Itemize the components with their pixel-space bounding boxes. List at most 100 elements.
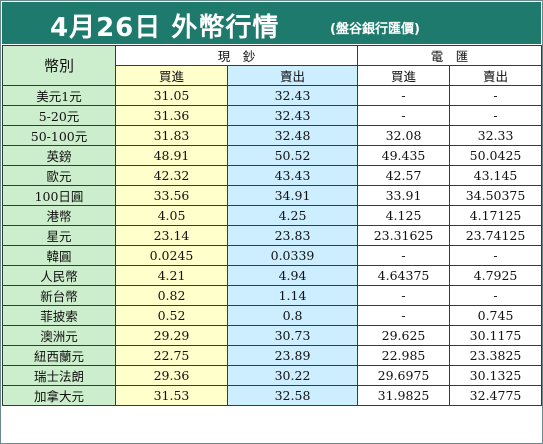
- cash-buy-value: 23.14: [115, 225, 228, 246]
- wire-sell-value: 4.17125: [449, 205, 543, 226]
- page-subtitle: (盤谷銀行匯價): [330, 22, 420, 37]
- cash-sell-value: 34.91: [226, 185, 359, 206]
- cash-sell-value: 30.73: [226, 325, 359, 346]
- cash-sell-value: 1.14: [226, 285, 359, 306]
- wire-sell-value: -: [449, 105, 543, 126]
- wire-sell-value: 34.50375: [449, 185, 543, 206]
- currency-name: 瑞士法朗: [2, 365, 116, 386]
- table-row: 美元1元 31.05 32.43 - -: [2, 85, 543, 106]
- currency-name: 歐元: [2, 165, 116, 186]
- wire-buy-value: 42.57: [357, 165, 451, 186]
- cash-buy-value: 31.36: [115, 105, 228, 126]
- wire-buy-value: 31.9825: [357, 385, 451, 406]
- cash-buy-value: 0.0245: [115, 245, 228, 266]
- cash-buy-value: 31.83: [115, 125, 228, 146]
- currency-name: 人民幣: [2, 265, 116, 286]
- table-row: 50-100元 31.83 32.48 32.08 32.33: [2, 125, 543, 146]
- currency-header: 幣別: [2, 45, 116, 86]
- table-row: 人民幣 4.21 4.94 4.64375 4.7925: [2, 265, 543, 286]
- wire-sell-value: 0.745: [449, 305, 543, 326]
- cash-buy-value: 0.82: [115, 285, 228, 306]
- wire-buy-header: 買進: [357, 65, 451, 86]
- wire-buy-value: 4.64375: [357, 265, 451, 286]
- cash-sell-value: 32.43: [226, 85, 359, 106]
- table-row: 韓圓 0.0245 0.0339 - -: [2, 245, 543, 266]
- table-row: 歐元 42.32 43.43 42.57 43.145: [2, 165, 543, 186]
- cash-sell-value: 32.58: [226, 385, 359, 406]
- wire-sell-value: 32.4775: [449, 385, 543, 406]
- wire-sell-value: 30.1325: [449, 365, 543, 386]
- cash-sell-value: 32.48: [226, 125, 359, 146]
- cash-buy-value: 29.36: [115, 365, 228, 386]
- wire-buy-value: 22.985: [357, 345, 451, 366]
- wire-sell-value: 23.3825: [449, 345, 543, 366]
- title-bar: 4月26日 外幣行情 (盤谷銀行匯價): [2, 2, 541, 44]
- table-row: 澳洲元 29.29 30.73 29.625 30.1175: [2, 325, 543, 346]
- wire-buy-value: -: [357, 85, 451, 106]
- currency-name: 50-100元: [2, 125, 116, 146]
- wire-sell-value: 23.74125: [449, 225, 543, 246]
- currency-name: 加拿大元: [2, 385, 116, 406]
- wire-buy-value: 49.435: [357, 145, 451, 166]
- table-row: 100日圓 33.56 34.91 33.91 34.50375: [2, 185, 543, 206]
- cash-sell-value: 32.43: [226, 105, 359, 126]
- cash-sell-header: 賣出: [226, 65, 359, 86]
- wire-sell-value: -: [449, 85, 543, 106]
- cash-sell-value: 0.0339: [226, 245, 359, 266]
- wire-sell-value: 4.7925: [449, 265, 543, 286]
- wire-buy-value: -: [357, 305, 451, 326]
- currency-name: 韓圓: [2, 245, 116, 266]
- header-row-groups: 幣別 現 鈔 電 匯: [2, 45, 543, 86]
- cash-buy-value: 0.52: [115, 305, 228, 326]
- currency-name: 新台幣: [2, 285, 116, 306]
- table-row: 5-20元 31.36 32.43 - -: [2, 105, 543, 126]
- currency-name: 美元1元: [2, 85, 116, 106]
- cash-buy-value: 22.75: [115, 345, 228, 366]
- cash-buy-header: 買進: [115, 65, 228, 86]
- wire-sell-value: -: [449, 245, 543, 266]
- wire-sell-header: 賣出: [449, 65, 543, 86]
- wire-buy-value: -: [357, 245, 451, 266]
- wire-sell-value: 32.33: [449, 125, 543, 146]
- wire-group-header: 電 匯: [357, 45, 543, 66]
- wire-buy-value: -: [357, 105, 451, 126]
- currency-name: 100日圓: [2, 185, 116, 206]
- cash-sell-value: 23.83: [226, 225, 359, 246]
- wire-buy-value: 29.6975: [357, 365, 451, 386]
- table-row: 英鎊 48.91 50.52 49.435 50.0425: [2, 145, 543, 166]
- cash-sell-value: 50.52: [226, 145, 359, 166]
- cash-sell-value: 4.94: [226, 265, 359, 286]
- currency-name: 菲披索: [2, 305, 116, 326]
- cash-group-header: 現 鈔: [114, 45, 359, 66]
- cash-buy-value: 42.32: [115, 165, 228, 186]
- wire-buy-value: 29.625: [357, 325, 451, 346]
- exchange-rate-table: 幣別 現 鈔 電 匯 買進 賣出 買進 賣出 美元1元 31.05 32.43 …: [2, 45, 543, 406]
- table-row: 星元 23.14 23.83 23.31625 23.74125: [2, 225, 543, 246]
- currency-name: 星元: [2, 225, 116, 246]
- cash-buy-value: 31.05: [115, 85, 228, 106]
- cash-buy-value: 31.53: [115, 385, 228, 406]
- page-title: 4月26日 外幣行情: [50, 13, 280, 43]
- cash-buy-value: 4.21: [115, 265, 228, 286]
- table-row: 菲披索 0.52 0.8 - 0.745: [2, 305, 543, 326]
- wire-sell-value: 30.1175: [449, 325, 543, 346]
- table-row: 加拿大元 31.53 32.58 31.9825 32.4775: [2, 385, 543, 406]
- cash-sell-value: 43.43: [226, 165, 359, 186]
- wire-sell-value: 50.0425: [449, 145, 543, 166]
- table-row: 瑞士法朗 29.36 30.22 29.6975 30.1325: [2, 365, 543, 386]
- cash-sell-value: 23.89: [226, 345, 359, 366]
- cash-buy-value: 33.56: [115, 185, 228, 206]
- wire-buy-value: 4.125: [357, 205, 451, 226]
- cash-sell-value: 30.22: [226, 365, 359, 386]
- wire-sell-value: 43.145: [449, 165, 543, 186]
- currency-name: 港幣: [2, 205, 116, 226]
- cash-buy-value: 48.91: [115, 145, 228, 166]
- cash-sell-value: 4.25: [226, 205, 359, 226]
- table-row: 新台幣 0.82 1.14 - -: [2, 285, 543, 306]
- cash-buy-value: 4.05: [115, 205, 228, 226]
- wire-buy-value: 32.08: [357, 125, 451, 146]
- wire-buy-value: -: [357, 285, 451, 306]
- currency-name: 5-20元: [2, 105, 116, 126]
- cash-sell-value: 0.8: [226, 305, 359, 326]
